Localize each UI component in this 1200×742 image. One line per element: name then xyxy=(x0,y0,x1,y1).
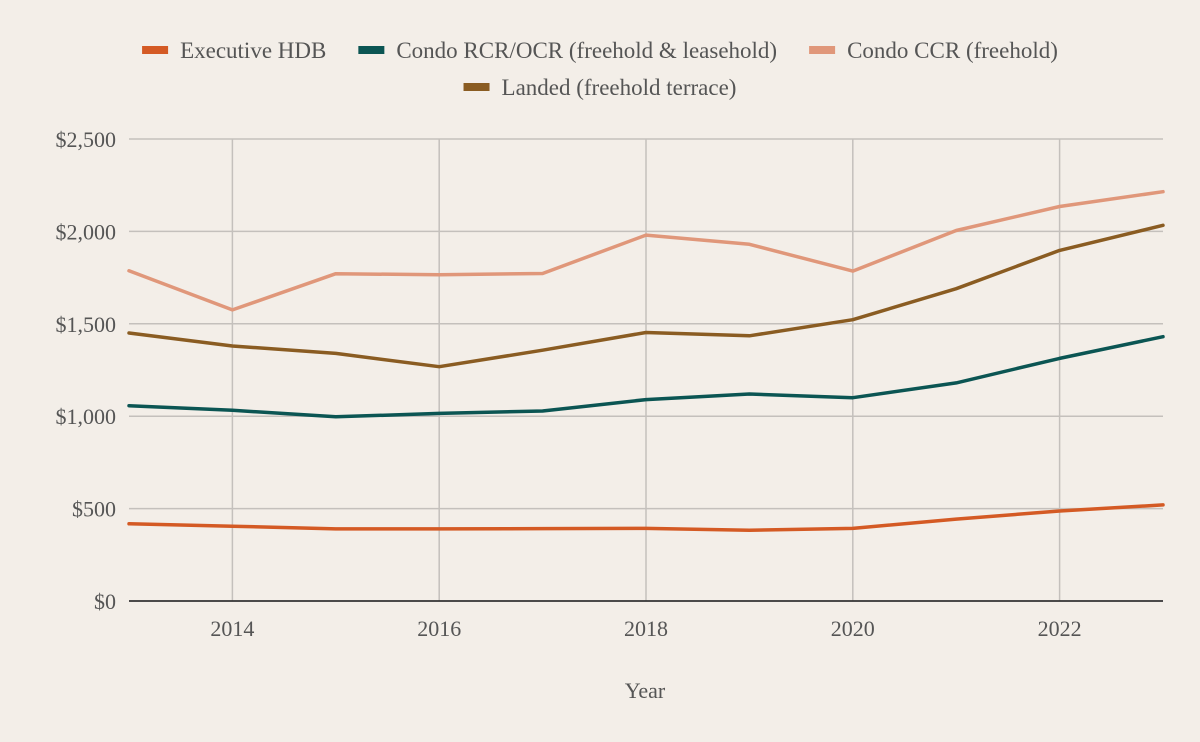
y-tick-label: $2,500 xyxy=(56,127,117,152)
x-tick-label: 2018 xyxy=(624,616,668,641)
series-line-3 xyxy=(127,223,1165,369)
legend-item: Condo RCR/OCR (freehold & leasehold) xyxy=(358,38,777,63)
x-axis-title: Year xyxy=(625,678,666,703)
legend-label: Condo RCR/OCR (freehold & leasehold) xyxy=(396,38,777,63)
series-lines xyxy=(127,189,1165,532)
y-tick-label: $500 xyxy=(72,497,116,522)
y-tick-label: $1,500 xyxy=(56,312,117,337)
legend: Executive HDB Condo RCR/OCR (freehold & l… xyxy=(142,38,1058,100)
legend-swatch xyxy=(142,46,169,54)
x-tick-label: 2022 xyxy=(1038,616,1082,641)
legend-swatch xyxy=(358,46,385,54)
legend-label: Executive HDB xyxy=(180,38,326,63)
series-line-2 xyxy=(127,189,1165,312)
y-tick-label: $2,000 xyxy=(56,219,117,244)
legend-label: Landed (freehold terrace) xyxy=(502,75,737,100)
y-tick-label: $0 xyxy=(94,589,116,614)
x-tick-label: 2020 xyxy=(831,616,875,641)
legend-item: Landed (freehold terrace) xyxy=(463,75,737,100)
y-tick-label: $1,000 xyxy=(56,404,117,429)
series-line-1 xyxy=(127,334,1165,419)
series-line-0 xyxy=(127,503,1165,532)
legend-swatch xyxy=(463,83,490,91)
x-tick-label: 2014 xyxy=(210,616,254,641)
legend-swatch xyxy=(809,46,836,54)
legend-item: Executive HDB xyxy=(142,38,326,63)
axes: $0 $500 $1,000 $1,500 $2,000 $2,500 2014 2016 20… xyxy=(56,127,1163,641)
legend-item: Condo CCR (freehold) xyxy=(809,38,1058,63)
legend-label: Condo CCR (freehold) xyxy=(847,38,1058,63)
x-tick-label: 2016 xyxy=(417,616,461,641)
